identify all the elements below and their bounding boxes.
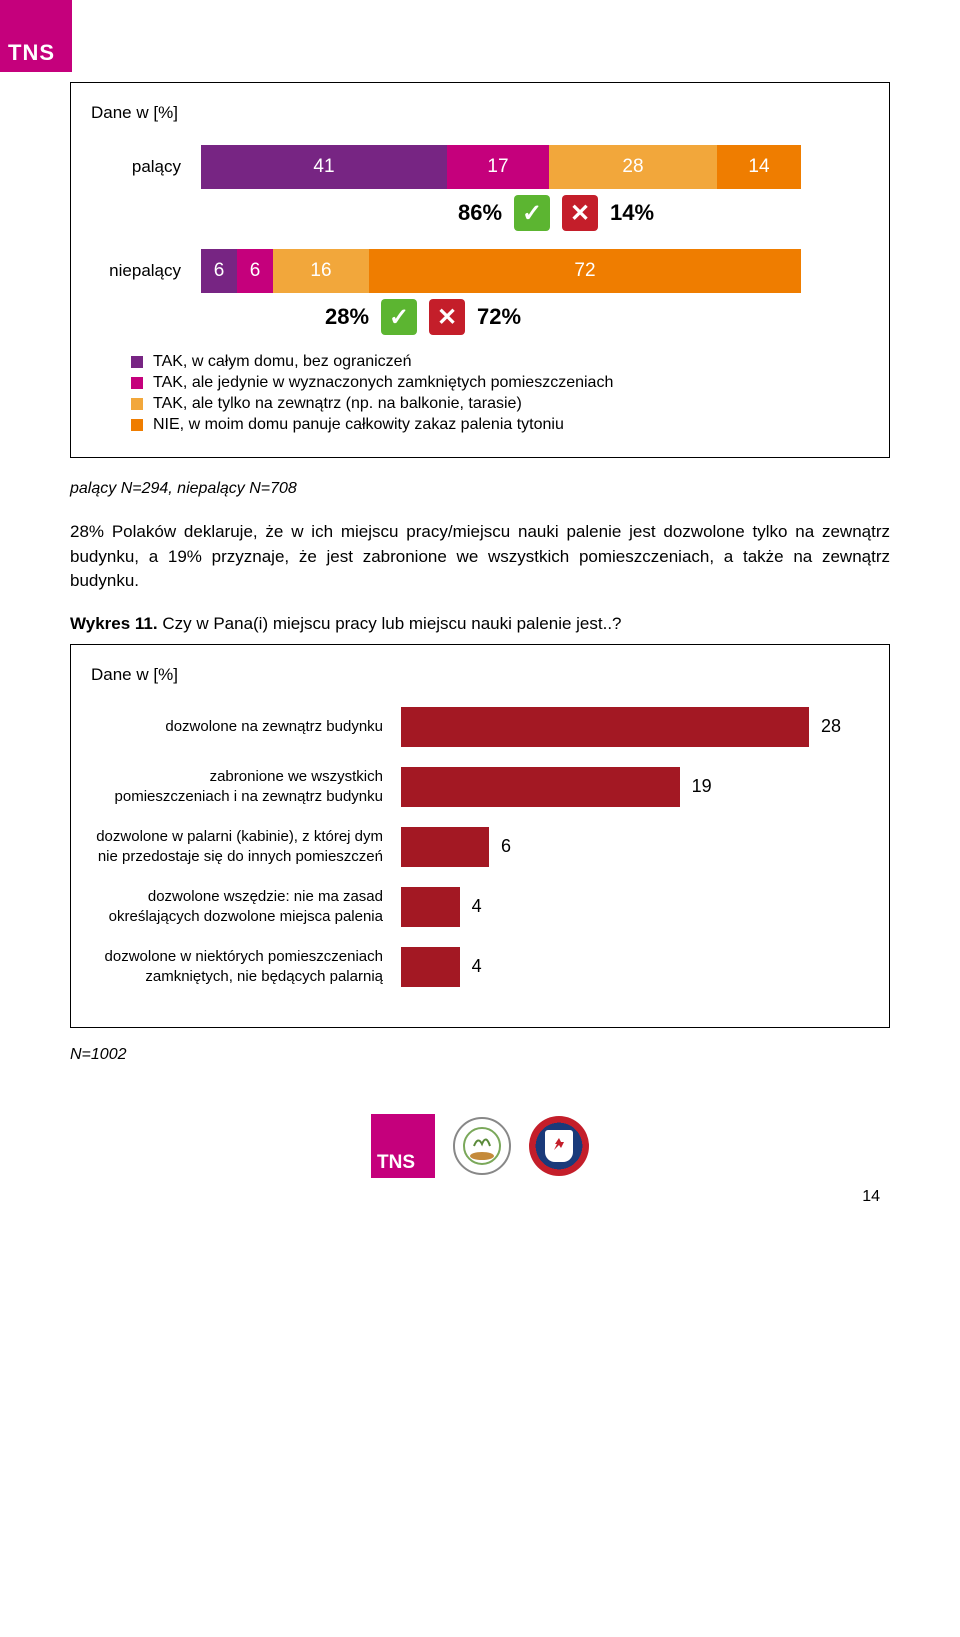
hbar-fill [401, 767, 680, 807]
pct-no-value: 72% [477, 304, 521, 330]
legend-label: TAK, ale tylko na zewnątrz (np. na balko… [153, 395, 522, 413]
footer-badge-icon [453, 1117, 511, 1175]
stacked-bar-row: palący41172814 [91, 145, 869, 189]
bar-segment: 17 [447, 145, 549, 189]
chart1-sample-note: palący N=294, niepalący N=708 [70, 480, 890, 498]
pct-yes-value: 28% [325, 304, 369, 330]
cross-icon: ✕ [562, 195, 598, 231]
hbar-track: 6 [401, 827, 841, 867]
chart1-box: Dane w [%] palący41172814 86% ✓ ✕ 14% niepalą… [70, 82, 890, 458]
hbar-fill [401, 827, 489, 867]
hbar-track: 28 [401, 707, 841, 747]
tns-logo: TNS [0, 0, 72, 72]
hbar-fill [401, 707, 809, 747]
footer: TNS [70, 1114, 890, 1178]
hbar-value: 4 [472, 956, 482, 977]
hbar-row: dozwolone w niektórych pomieszczeniach z… [91, 947, 869, 987]
hbar-track: 4 [401, 887, 841, 927]
bar-segment: 6 [201, 249, 237, 293]
check-icon: ✓ [381, 299, 417, 335]
hbar-label: dozwolone w palarni (kabinie), z której … [91, 827, 401, 866]
pct-summary-row: 28% ✓ ✕ 72% [91, 299, 869, 335]
hbar-label: dozwolone w niektórych pomieszczeniach z… [91, 947, 401, 986]
bar-segment: 28 [549, 145, 717, 189]
bar-segment: 6 [237, 249, 273, 293]
hbar-value: 19 [692, 776, 712, 797]
hbar-label: zabronione we wszystkich pomieszczeniach… [91, 767, 401, 806]
chart2-sample-n: N=1002 [70, 1046, 890, 1064]
stacked-bar-label: palący [91, 157, 201, 177]
hbar-value: 6 [501, 836, 511, 857]
hbar-label: dozwolone na zewnątrz budynku [91, 717, 401, 737]
stacked-bar-track: 41172814 [201, 145, 801, 189]
figure-title-bold: Wykres 11. [70, 614, 158, 633]
chart1-legend: TAK, w całym domu, bez ograniczeń TAK, al… [91, 353, 869, 434]
page-number: 14 [70, 1188, 890, 1206]
legend-label: NIE, w moim domu panuje całkowity zakaz … [153, 416, 564, 434]
legend-label: TAK, ale jedynie w wyznaczonych zamknięt… [153, 374, 613, 392]
hbar-row: zabronione we wszystkich pomieszczeniach… [91, 767, 869, 807]
pct-summary-row: 86% ✓ ✕ 14% [91, 195, 869, 231]
legend-swatch [131, 419, 143, 431]
hbar-fill [401, 887, 460, 927]
hbar-value: 4 [472, 896, 482, 917]
bar-segment: 72 [369, 249, 801, 293]
stacked-bar-row: niepalący661672 [91, 249, 869, 293]
hbar-row: dozwolone wszędzie: nie ma zasad określa… [91, 887, 869, 927]
bar-segment: 16 [273, 249, 369, 293]
legend-swatch [131, 377, 143, 389]
figure-title: Wykres 11. Czy w Pana(i) miejscu pracy l… [70, 614, 890, 634]
stacked-bar-track: 661672 [201, 249, 801, 293]
bar-segment: 14 [717, 145, 801, 189]
hbar-row: dozwolone na zewnątrz budynku 28 [91, 707, 869, 747]
legend-swatch [131, 356, 143, 368]
legend-label: TAK, w całym domu, bez ograniczeń [153, 353, 411, 371]
bar-segment: 41 [201, 145, 447, 189]
legend-item: NIE, w moim domu panuje całkowity zakaz … [131, 416, 869, 434]
footer-tns-logo: TNS [371, 1114, 435, 1178]
legend-swatch [131, 398, 143, 410]
figure-title-rest: Czy w Pana(i) miejscu pracy lub miejscu … [158, 614, 622, 633]
check-icon: ✓ [514, 195, 550, 231]
legend-item: TAK, w całym domu, bez ograniczeń [131, 353, 869, 371]
hbar-label: dozwolone wszędzie: nie ma zasad określa… [91, 887, 401, 926]
tns-logo-text: TNS [8, 40, 55, 66]
footer-shield-glyph [545, 1130, 573, 1162]
hbar-track: 4 [401, 947, 841, 987]
chart2-area: dozwolone na zewnątrz budynku 28 zabronion… [91, 707, 869, 987]
footer-shield-icon [529, 1116, 589, 1176]
footer-tns-text: TNS [377, 1152, 415, 1174]
chart2-axis-label: Dane w [%] [91, 665, 869, 685]
hbar-track: 19 [401, 767, 841, 807]
chart1-axis-label: Dane w [%] [91, 103, 869, 123]
legend-item: TAK, ale jedynie w wyznaczonych zamknięt… [131, 374, 869, 392]
hbar-value: 28 [821, 716, 841, 737]
cross-icon: ✕ [429, 299, 465, 335]
chart1-area: palący4117281486%✓✕14%niepalący66167228%… [91, 145, 869, 335]
hbar-fill [401, 947, 460, 987]
body-paragraph: 28% Polaków deklaruje, że w ich miejscu … [70, 520, 890, 594]
chart2-box: Dane w [%] dozwolone na zewnątrz budynku… [70, 644, 890, 1028]
stacked-bar-label: niepalący [91, 261, 201, 281]
legend-item: TAK, ale tylko na zewnątrz (np. na balko… [131, 395, 869, 413]
hbar-row: dozwolone w palarni (kabinie), z której … [91, 827, 869, 867]
pct-no-value: 14% [610, 200, 654, 226]
pct-yes-value: 86% [458, 200, 502, 226]
